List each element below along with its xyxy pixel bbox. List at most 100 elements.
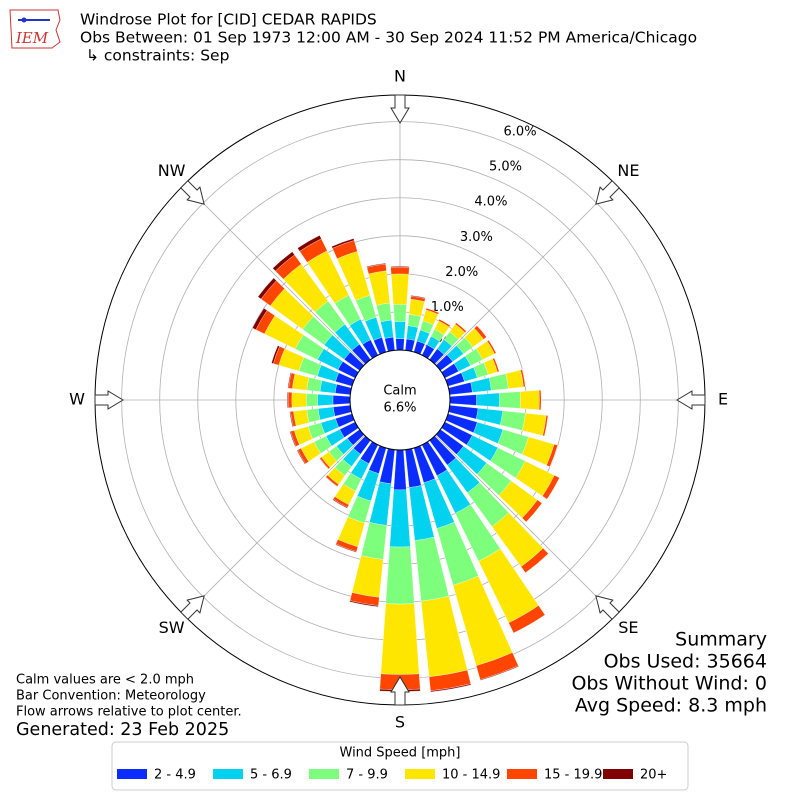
bar-segment	[335, 543, 357, 553]
flow-arrow	[180, 180, 205, 205]
spoke	[184, 184, 365, 365]
bar-segment	[380, 603, 420, 675]
summary: Obs Used: 35664	[604, 651, 767, 673]
flow-arrow	[180, 595, 205, 620]
legend-swatch	[603, 769, 633, 779]
flow-arrow	[390, 676, 410, 706]
bar-segment	[291, 392, 307, 408]
r-tick-label: 3.0%	[460, 230, 493, 245]
bar-segment	[394, 321, 406, 339]
spoke	[435, 184, 616, 365]
bar-segment	[287, 392, 293, 408]
bar-segment	[287, 372, 292, 389]
bar-segment	[390, 266, 410, 268]
bar-segment	[395, 338, 405, 351]
note: Bar Convention: Meteorology	[16, 689, 206, 704]
constraints: ↳ constraints: Sep	[86, 47, 229, 65]
logo-text: IEM	[15, 29, 49, 47]
logo-dot	[21, 17, 27, 23]
bar-segment	[410, 295, 426, 299]
bar-segment	[390, 266, 410, 275]
bar-segment	[287, 391, 289, 409]
bar-segment	[393, 304, 407, 322]
bar-segment	[306, 408, 321, 423]
compass-label: W	[69, 390, 85, 409]
bar-segment	[332, 395, 351, 405]
logo: IEM	[9, 9, 61, 49]
compass-label: SE	[618, 618, 638, 637]
bar-segment	[526, 503, 543, 523]
compass-label: NW	[158, 161, 186, 180]
legend-swatch	[213, 769, 243, 779]
bar-segment	[519, 390, 540, 410]
r-tick-label: 2.0%	[445, 265, 478, 280]
bar-segment	[488, 340, 497, 354]
legend-label: 5 - 6.9	[250, 768, 292, 783]
calm-circle	[349, 349, 451, 451]
bar-segment	[385, 546, 415, 605]
bar-segment	[306, 393, 319, 407]
bar-segment	[252, 307, 268, 330]
legend-label: 2 - 4.9	[154, 768, 196, 783]
bar-segment	[272, 251, 295, 272]
compass-label: S	[395, 713, 405, 732]
r-tick-label: 1.0%	[431, 300, 464, 315]
r-tick-label: 5.0%	[489, 159, 522, 174]
legend-swatch	[309, 769, 339, 779]
bar-segment	[257, 277, 277, 300]
legend-label: 10 - 14.9	[442, 768, 500, 783]
legend-label: 15 - 19.9	[544, 768, 602, 783]
bar-segment	[271, 345, 280, 364]
bar-segment	[426, 307, 439, 313]
note: Calm values are < 2.0 mph	[16, 673, 194, 688]
flow-arrow	[390, 94, 410, 124]
calm-label: Calm	[383, 384, 416, 399]
spoke	[435, 435, 616, 616]
bar-segment	[430, 683, 472, 693]
flow-arrow	[676, 390, 706, 410]
flow-arrow	[595, 180, 620, 205]
generated: Generated: 23 Feb 2025	[16, 720, 229, 740]
flow-arrow	[595, 595, 620, 620]
bar-segment	[494, 357, 500, 372]
compass-label: NE	[617, 161, 639, 180]
bar-segment	[349, 600, 379, 607]
bar-segment	[366, 263, 386, 268]
summary: Obs Without Wind: 0	[571, 673, 767, 695]
bar-segment	[476, 325, 487, 338]
bar-segment	[296, 449, 306, 465]
legend-swatch	[507, 769, 537, 779]
bar-segment	[439, 319, 451, 326]
bar-segment	[297, 235, 322, 252]
calm-value: 6.6%	[383, 401, 416, 416]
compass-label: E	[718, 390, 728, 409]
legend-label: 20+	[640, 768, 667, 783]
legend-swatch	[405, 769, 435, 779]
summary: Summary	[675, 629, 767, 651]
bar-segment	[538, 389, 542, 411]
logo-outline	[9, 9, 61, 49]
legend-swatch	[117, 769, 147, 779]
bar-segment	[319, 458, 329, 470]
bar-segment	[480, 665, 519, 681]
r-tick-label: 6.0%	[504, 124, 537, 139]
r-tick-label: 4.0%	[474, 195, 507, 210]
flow-arrow	[94, 390, 124, 410]
bar-segment	[449, 394, 477, 406]
bar-segment	[476, 392, 500, 408]
bar-segment	[317, 394, 334, 406]
bar-segment	[331, 238, 355, 249]
summary: Avg Speed: 8.3 mph	[575, 695, 767, 717]
note: Flow arrows relative to plot center.	[16, 705, 242, 720]
legend-title: Wind Speed [mph]	[340, 746, 461, 761]
bar-segment	[289, 411, 294, 428]
compass-label: SW	[159, 618, 185, 637]
compass-label: N	[394, 67, 406, 86]
bar-segment	[391, 273, 409, 305]
chart-title: Windrose Plot for [CID] CEDAR RAPIDS	[80, 11, 377, 29]
bar-segment	[289, 431, 297, 447]
bar-segment	[332, 498, 348, 509]
legend-label: 7 - 9.9	[346, 768, 388, 783]
spoke	[184, 435, 365, 616]
